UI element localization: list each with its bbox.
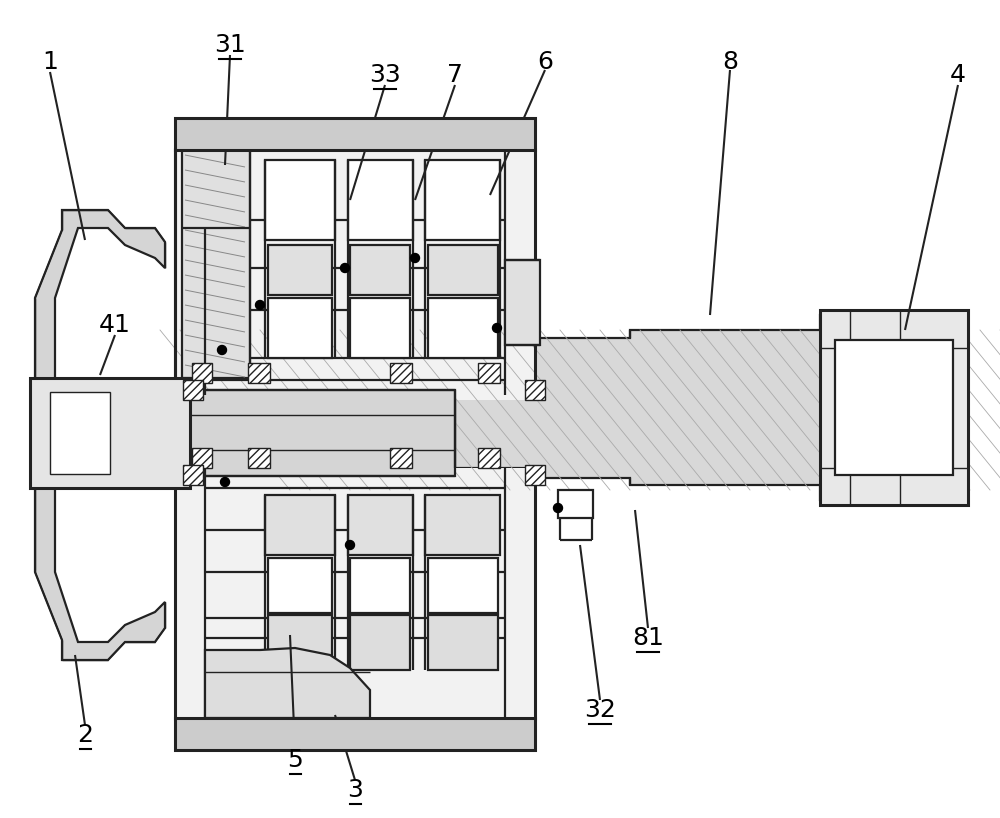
Bar [175,118,535,150]
Bar [192,448,212,468]
Text: 33: 33 [369,63,401,87]
Bar [265,495,335,555]
Text: 31: 31 [214,33,246,57]
Text: 2: 2 [77,723,93,747]
Bar [248,448,270,468]
Text: 3: 3 [347,778,363,802]
Bar [425,160,500,240]
Text: 41: 41 [99,313,131,337]
Circle shape [411,254,420,263]
Bar [428,298,498,358]
Bar [428,558,498,613]
Bar [30,378,190,488]
Bar [268,558,332,613]
Polygon shape [205,648,370,718]
Bar [525,465,545,485]
Bar [190,390,455,476]
Bar [268,615,332,670]
Bar [478,448,500,468]
Polygon shape [35,488,165,660]
Text: 32: 32 [584,698,616,722]
Bar [182,150,250,378]
Bar [820,310,968,505]
Bar [268,245,332,295]
Bar [248,363,270,383]
Circle shape [220,478,230,487]
Circle shape [554,504,562,513]
Bar [348,160,413,240]
Bar [183,380,203,400]
Bar [350,245,410,295]
Bar [50,392,110,474]
Polygon shape [35,210,165,382]
Bar [425,495,500,555]
Bar [835,340,953,475]
Text: 5: 5 [287,748,303,772]
Bar [390,448,412,468]
Bar [192,363,212,383]
Polygon shape [455,315,960,500]
Bar [558,490,593,518]
Bar [428,245,498,295]
Bar [390,363,412,383]
Text: 6: 6 [537,50,553,74]
Circle shape [492,323,502,332]
Text: 1: 1 [42,50,58,74]
Circle shape [218,345,226,354]
Text: 7: 7 [447,63,463,87]
Circle shape [346,541,354,550]
Circle shape [256,300,264,309]
Bar [175,148,535,400]
Text: 4: 4 [950,63,966,87]
Text: 8: 8 [722,50,738,74]
Bar [175,468,535,720]
Bar [478,363,500,383]
Bar [525,380,545,400]
Bar [350,298,410,358]
Bar [175,718,535,750]
Bar [265,160,335,240]
Bar [348,495,413,555]
Bar [428,615,498,670]
Text: 81: 81 [632,626,664,650]
Bar [350,558,410,613]
Bar [183,465,203,485]
Bar [350,615,410,670]
Bar [268,298,332,358]
Bar [505,260,540,345]
Circle shape [340,263,350,272]
